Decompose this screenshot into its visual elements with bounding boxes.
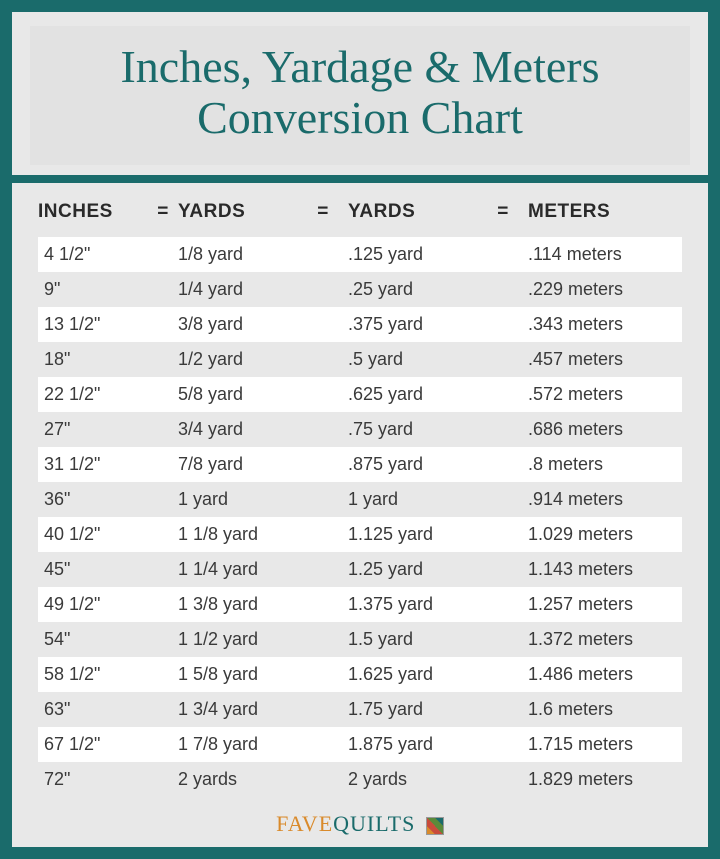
header-inches: INCHES [38,201,148,223]
table-row: 63" 1 3/4 yard 1.75 yard 1.6 meters [38,692,682,727]
cell-inches: 49 1/2" [38,594,148,615]
cell-meters: .8 meters [518,454,678,475]
cell-yards-dec: .375 yard [338,314,488,335]
divider [12,175,708,183]
table-row: 67 1/2" 1 7/8 yard 1.875 yard 1.715 meters [38,727,682,762]
cell-meters: 1.6 meters [518,699,678,720]
table-row: 40 1/2" 1 1/8 yard 1.125 yard 1.029 meters [38,517,682,552]
cell-yards-frac: 1 3/8 yard [178,594,308,615]
cell-yards-dec: 2 yards [338,769,488,790]
table-row: 27" 3/4 yard .75 yard .686 meters [38,412,682,447]
chart-container: Inches, Yardage & Meters Conversion Char… [12,12,708,847]
cell-meters: 1.486 meters [518,664,678,685]
cell-yards-frac: 1/2 yard [178,349,308,370]
cell-inches: 31 1/2" [38,454,148,475]
cell-yards-dec: .5 yard [338,349,488,370]
footer-quilts: QUILTS [333,811,415,836]
header-yards-dec: YARDS [338,201,488,223]
table-row: 45" 1 1/4 yard 1.25 yard 1.143 meters [38,552,682,587]
cell-inches: 58 1/2" [38,664,148,685]
cell-inches: 13 1/2" [38,314,148,335]
cell-inches: 9" [38,279,148,300]
cell-yards-dec: 1.25 yard [338,559,488,580]
cell-inches: 54" [38,629,148,650]
cell-meters: .457 meters [518,349,678,370]
cell-yards-frac: 1/4 yard [178,279,308,300]
cell-yards-frac: 1 yard [178,489,308,510]
title-line1: Inches, Yardage & Meters [40,42,680,93]
header-eq2: = [308,201,338,223]
cell-inches: 18" [38,349,148,370]
cell-meters: .229 meters [518,279,678,300]
cell-yards-dec: 1.375 yard [338,594,488,615]
cell-inches: 22 1/2" [38,384,148,405]
table-row: 13 1/2" 3/8 yard .375 yard .343 meters [38,307,682,342]
header-eq3: = [488,201,518,223]
title-box: Inches, Yardage & Meters Conversion Char… [30,26,690,165]
header-meters: METERS [518,201,678,223]
cell-meters: 1.372 meters [518,629,678,650]
cell-yards-frac: 1 1/8 yard [178,524,308,545]
footer-fave: FAVE [276,811,333,836]
cell-yards-frac: 5/8 yard [178,384,308,405]
header-yards-frac: YARDS [178,201,308,223]
cell-yards-frac: 1 1/2 yard [178,629,308,650]
table-row: 58 1/2" 1 5/8 yard 1.625 yard 1.486 meters [38,657,682,692]
cell-yards-frac: 3/4 yard [178,419,308,440]
cell-yards-dec: .625 yard [338,384,488,405]
cell-yards-frac: 3/8 yard [178,314,308,335]
cell-yards-frac: 1 7/8 yard [178,734,308,755]
cell-yards-dec: 1 yard [338,489,488,510]
cell-yards-frac: 2 yards [178,769,308,790]
cell-yards-dec: .125 yard [338,244,488,265]
cell-yards-dec: 1.625 yard [338,664,488,685]
header-eq1: = [148,201,178,223]
cell-yards-frac: 1 1/4 yard [178,559,308,580]
cell-inches: 36" [38,489,148,510]
conversion-table: INCHES = YARDS = YARDS = METERS 4 1/2" 1/… [12,183,708,805]
cell-meters: .114 meters [518,244,678,265]
cell-meters: .343 meters [518,314,678,335]
cell-meters: 1.829 meters [518,769,678,790]
cell-meters: .572 meters [518,384,678,405]
table-row: 31 1/2" 7/8 yard .875 yard .8 meters [38,447,682,482]
cell-yards-dec: 1.125 yard [338,524,488,545]
table-row: 36" 1 yard 1 yard .914 meters [38,482,682,517]
cell-meters: .914 meters [518,489,678,510]
table-header: INCHES = YARDS = YARDS = METERS [38,201,682,237]
cell-yards-frac: 1/8 yard [178,244,308,265]
cell-inches: 72" [38,769,148,790]
cell-yards-frac: 7/8 yard [178,454,308,475]
cell-meters: 1.715 meters [518,734,678,755]
table-row: 9" 1/4 yard .25 yard .229 meters [38,272,682,307]
cell-yards-dec: .75 yard [338,419,488,440]
cell-yards-dec: .875 yard [338,454,488,475]
cell-yards-dec: .25 yard [338,279,488,300]
table-row: 4 1/2" 1/8 yard .125 yard .114 meters [38,237,682,272]
cell-inches: 40 1/2" [38,524,148,545]
table-row: 72" 2 yards 2 yards 1.829 meters [38,762,682,797]
cell-inches: 4 1/2" [38,244,148,265]
cell-meters: 1.143 meters [518,559,678,580]
cell-yards-dec: 1.5 yard [338,629,488,650]
cell-yards-dec: 1.875 yard [338,734,488,755]
cell-meters: 1.257 meters [518,594,678,615]
title-line2: Conversion Chart [40,93,680,144]
cell-meters: .686 meters [518,419,678,440]
cell-inches: 63" [38,699,148,720]
quilt-icon [426,817,444,835]
cell-yards-frac: 1 3/4 yard [178,699,308,720]
table-row: 18" 1/2 yard .5 yard .457 meters [38,342,682,377]
footer-brand: FAVEQUILTS [12,805,708,847]
table-body: 4 1/2" 1/8 yard .125 yard .114 meters 9" 1/4 … [38,237,682,797]
table-row: 54" 1 1/2 yard 1.5 yard 1.372 meters [38,622,682,657]
cell-meters: 1.029 meters [518,524,678,545]
cell-inches: 45" [38,559,148,580]
table-row: 49 1/2" 1 3/8 yard 1.375 yard 1.257 meters [38,587,682,622]
cell-yards-dec: 1.75 yard [338,699,488,720]
table-row: 22 1/2" 5/8 yard .625 yard .572 meters [38,377,682,412]
cell-inches: 27" [38,419,148,440]
cell-yards-frac: 1 5/8 yard [178,664,308,685]
cell-inches: 67 1/2" [38,734,148,755]
